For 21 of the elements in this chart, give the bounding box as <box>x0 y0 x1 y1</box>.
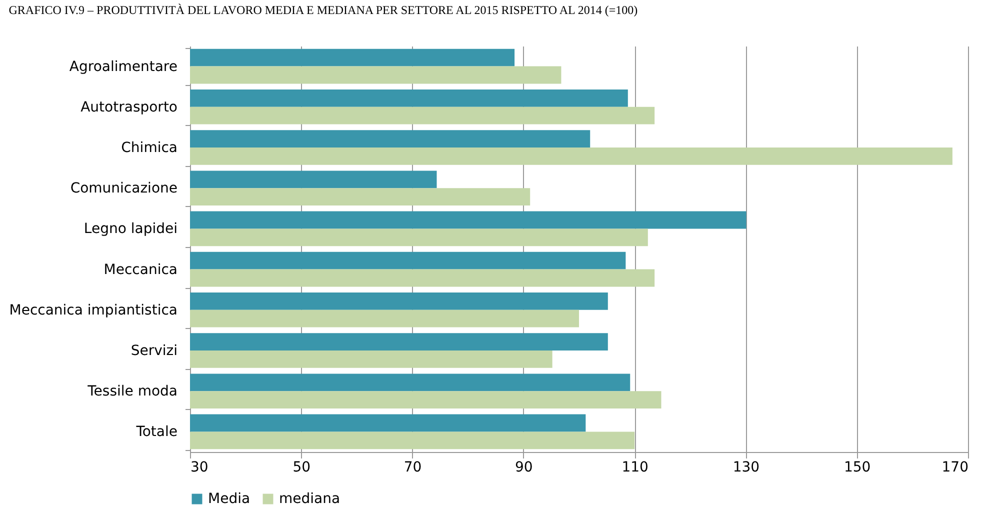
y-tick-label: Legno lapidei <box>84 221 178 238</box>
chart-title: GRAFICO IV.9 – PRODUTTIVITÀ DEL LAVORO MEDIA E MEDIANA PER SETTORE AL 2015 RISPETTO AL 2014 (=100) <box>8 3 638 17</box>
y-tick-label: Comunicazione <box>70 180 178 197</box>
x-tick-label: 50 <box>292 460 311 476</box>
x-tick-label: 70 <box>404 460 422 476</box>
y-tick-label: Chimica <box>121 140 178 156</box>
y-tick-label: Tessile moda <box>86 384 178 400</box>
x-tick-label: 170 <box>942 460 968 476</box>
y-tick-label: Agroalimentare <box>69 58 178 75</box>
x-tick-label: 150 <box>844 460 871 476</box>
x-tick-label: 90 <box>515 460 533 476</box>
x-tick-label: 110 <box>622 460 648 476</box>
x-tick-label: 130 <box>732 460 760 476</box>
x-tick-label: 30 <box>190 460 208 476</box>
legend-label: mediana <box>279 491 340 507</box>
y-tick-label: Autotrasporto <box>80 99 178 116</box>
legend-label: Media <box>208 491 250 507</box>
y-tick-label: Meccanica <box>104 262 178 278</box>
y-tick-label: Totale <box>135 424 178 440</box>
y-tick-label: Servizi <box>130 343 178 359</box>
y-tick-label: Meccanica impiantistica <box>9 302 178 318</box>
